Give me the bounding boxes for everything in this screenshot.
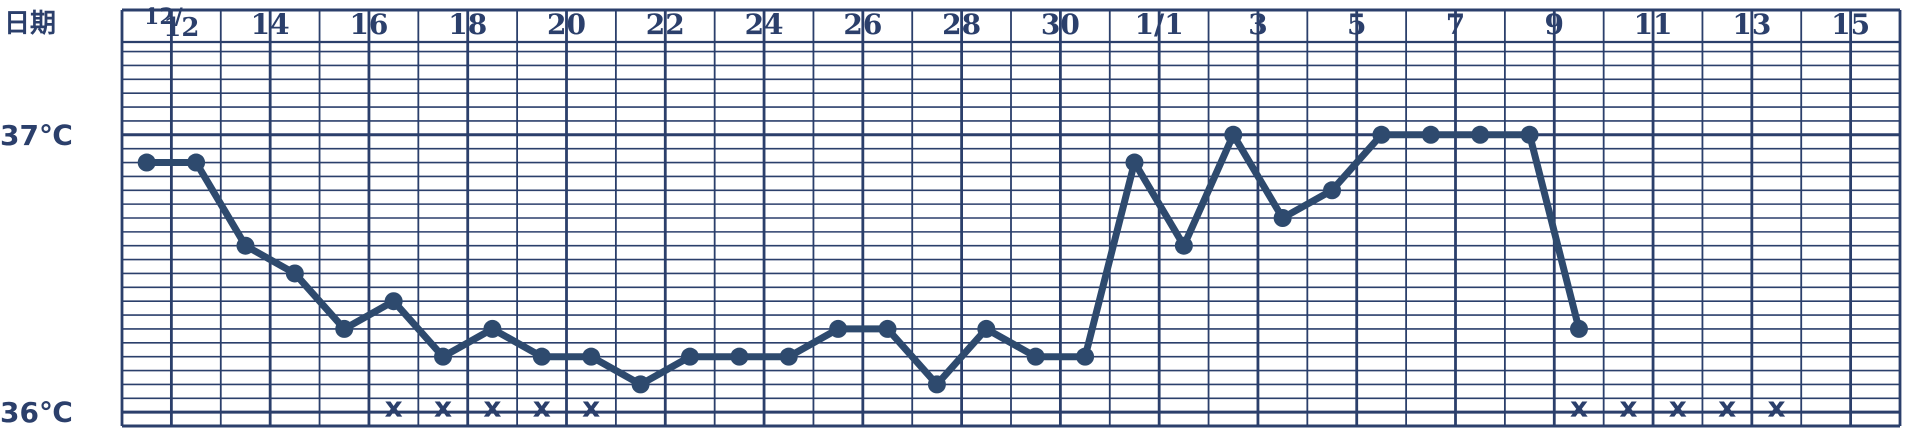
- data-point: [878, 319, 897, 338]
- data-point: [532, 347, 551, 366]
- data-point: [730, 347, 749, 366]
- x-tick-label: 28: [942, 8, 981, 41]
- x-tick-label: 15: [1831, 8, 1870, 41]
- data-point: [137, 153, 156, 172]
- data-point: [483, 319, 502, 338]
- x-tick-label: 16: [349, 8, 388, 41]
- data-point: [1569, 319, 1588, 338]
- x-tick-label: 22: [646, 8, 685, 41]
- x-tick-label: 30: [1041, 8, 1080, 41]
- data-point: [1323, 181, 1342, 200]
- x-mark: x: [1619, 391, 1637, 424]
- data-point: [187, 153, 206, 172]
- data-point: [927, 375, 946, 394]
- x-tick-label: 12/: [144, 4, 184, 30]
- x-tick-label: 11: [1634, 8, 1673, 41]
- chart-grid: [120, 8, 1902, 428]
- data-point: [680, 347, 699, 366]
- data-point: [1224, 125, 1243, 144]
- x-tick-label: 18: [448, 8, 487, 41]
- x-tick-label: 26: [843, 8, 882, 41]
- data-point: [285, 264, 304, 283]
- x-tick-label: 9: [1545, 8, 1564, 41]
- y-tick-label: 37℃: [0, 119, 73, 152]
- data-point: [1372, 125, 1391, 144]
- data-point: [1421, 125, 1440, 144]
- x-tick-label: 3: [1248, 8, 1267, 41]
- data-point: [335, 319, 354, 338]
- x-mark: x: [1570, 391, 1588, 424]
- x-tick-label: 5: [1347, 8, 1366, 41]
- x-mark: x: [434, 391, 452, 424]
- x-tick-label: 20: [547, 8, 586, 41]
- data-point: [779, 347, 798, 366]
- data-point: [434, 347, 453, 366]
- x-tick-label: 1/1: [1135, 8, 1184, 41]
- y-tick-label: 36℃: [0, 396, 73, 429]
- x-axis-title: 日期: [4, 9, 56, 39]
- x-mark: x: [385, 391, 403, 424]
- x-mark: x: [582, 391, 600, 424]
- y-axis-labels: 37℃ 36℃: [0, 119, 73, 429]
- data-point: [236, 236, 255, 255]
- data-point: [1026, 347, 1045, 366]
- series-path: [143, 131, 1583, 388]
- data-point: [1174, 236, 1193, 255]
- data-point: [977, 319, 996, 338]
- x-mark: x: [1767, 391, 1785, 424]
- data-point: [582, 347, 601, 366]
- x-tick-label: 12: [163, 13, 199, 43]
- x-mark: x: [1718, 391, 1736, 424]
- x-tick-label: 24: [745, 8, 784, 41]
- data-point: [1471, 125, 1490, 144]
- data-point: [384, 292, 403, 311]
- x-tick-label: 7: [1446, 8, 1465, 41]
- x-axis-labels: 日期 12/12 14 16 18 20 22 24 26 28 30 1/1 3 5 7 9 11 13 15: [4, 4, 1870, 43]
- x-tick-label: 14: [251, 8, 290, 41]
- data-point: [631, 375, 650, 394]
- data-point: [1125, 153, 1144, 172]
- x-mark: x: [483, 391, 501, 424]
- data-point: [829, 319, 848, 338]
- data-point: [1076, 347, 1095, 366]
- series-line: [137, 125, 1588, 394]
- x-mark: x: [533, 391, 551, 424]
- x-tick-label: 13: [1732, 8, 1771, 41]
- data-point: [1520, 125, 1539, 144]
- x-mark: x: [1669, 391, 1687, 424]
- data-point: [1273, 209, 1292, 227]
